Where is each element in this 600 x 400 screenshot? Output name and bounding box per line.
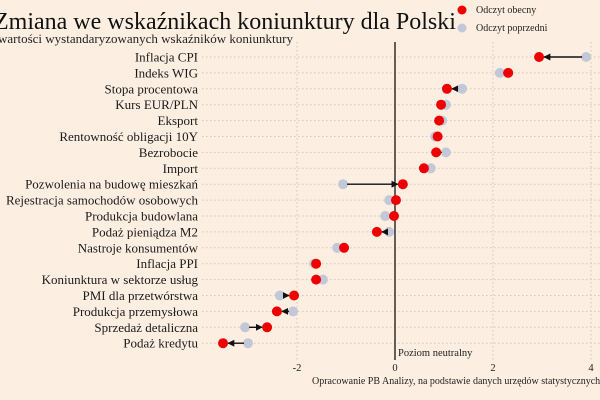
current-value-dot [431, 147, 442, 158]
current-value-dot [418, 163, 429, 174]
category-label: Koniunktura w sektorze usług [42, 272, 199, 287]
grid [202, 42, 600, 360]
category-label: Produkcja budowlana [85, 209, 198, 224]
current-value-dot [218, 338, 229, 349]
current-value-dot [289, 290, 300, 301]
legend-current-marker [457, 5, 467, 15]
previous-value-dot [338, 179, 349, 190]
category-label: Inflacja PPI [136, 256, 198, 271]
current-value-dot [389, 211, 400, 221]
category-label: Produkcja przemysłowa [73, 304, 199, 319]
category-label: Podaż pieniądza M2 [92, 224, 198, 239]
x-axis: -2 0 2 4 [293, 363, 595, 374]
current-value-dot [436, 99, 447, 110]
category-label: Import [163, 161, 199, 176]
category-label: Bezrobocie [139, 145, 198, 160]
category-label: Indeks WIG [134, 65, 198, 80]
category-label: Rejestracja samochodów osobowych [6, 193, 199, 208]
current-value-dot [432, 131, 443, 142]
chart-title: Zmiana we wskaźnikach koniunktury dla Po… [0, 9, 456, 35]
previous-value-dot [581, 52, 592, 62]
previous-value-dot [274, 290, 285, 301]
current-value-dot [434, 115, 445, 126]
data-marks [218, 52, 592, 349]
previous-value-dot [380, 211, 391, 221]
current-value-dot [534, 52, 545, 62]
category-label: Kurs EUR/PLN [115, 97, 198, 112]
category-label: Pozwolenia na budowę mieszkań [25, 177, 198, 192]
x-tick-label: 4 [588, 363, 594, 374]
previous-value-dot [240, 322, 251, 333]
x-tick-label: 0 [392, 363, 397, 374]
previous-value-dot [288, 306, 299, 317]
category-label: Inflacja CPI [135, 50, 198, 65]
current-value-dot [311, 258, 322, 269]
previous-value-dot [317, 274, 328, 285]
category-label: Stopa procentowa [104, 81, 198, 96]
category-label: Sprzedaż detaliczna [94, 320, 198, 335]
category-label: Eksport [158, 113, 199, 128]
current-value-dot [311, 274, 322, 285]
previous-value-dot [243, 338, 253, 349]
chart-subtitle: wartości wystandaryzowanych wskaźników k… [0, 31, 293, 46]
category-label: Nastroje konsumentów [78, 240, 199, 255]
previous-value-dot [384, 226, 395, 237]
category-label: Podaż kredytu [123, 336, 198, 351]
legend-current-label: Odczyt obecny [476, 5, 536, 16]
x-tick-label: 2 [490, 363, 495, 374]
current-value-dot [390, 195, 401, 206]
category-label: Rentowność obligacji 10Y [59, 129, 198, 144]
zero-line-label: Poziom neutralny [398, 348, 473, 359]
x-tick-label: -2 [293, 363, 302, 374]
previous-value-dot [457, 83, 468, 94]
current-value-dot [371, 226, 382, 237]
source-note: Opracowanie PB Analizy, na podstawie dan… [312, 376, 600, 387]
legend-previous-label: Odczyt poprzedni [476, 23, 548, 34]
legend: Odczyt obecny Odczyt poprzedni [457, 5, 548, 34]
current-value-dot [271, 306, 282, 317]
legend-previous-marker [457, 23, 467, 33]
current-value-dot [397, 179, 408, 190]
previous-value-dot [494, 67, 505, 78]
current-value-dot [503, 67, 514, 78]
current-value-dot [339, 242, 350, 253]
previous-value-dot [425, 163, 436, 174]
previous-value-dot [332, 242, 343, 253]
current-value-dot [441, 83, 452, 94]
previous-value-dot [384, 195, 395, 206]
previous-value-dot [440, 147, 451, 158]
current-value-dot [262, 322, 273, 333]
category-label: PMI dla przetwórstwa [82, 288, 198, 303]
